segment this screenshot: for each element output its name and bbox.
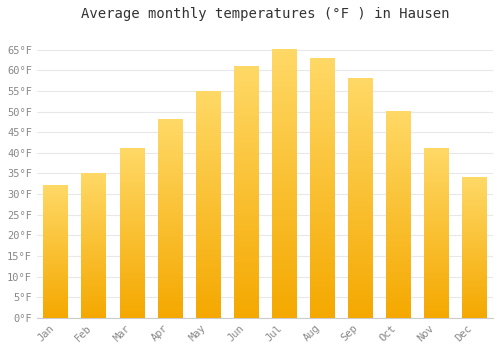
Title: Average monthly temperatures (°F ) in Hausen: Average monthly temperatures (°F ) in Ha… (80, 7, 449, 21)
